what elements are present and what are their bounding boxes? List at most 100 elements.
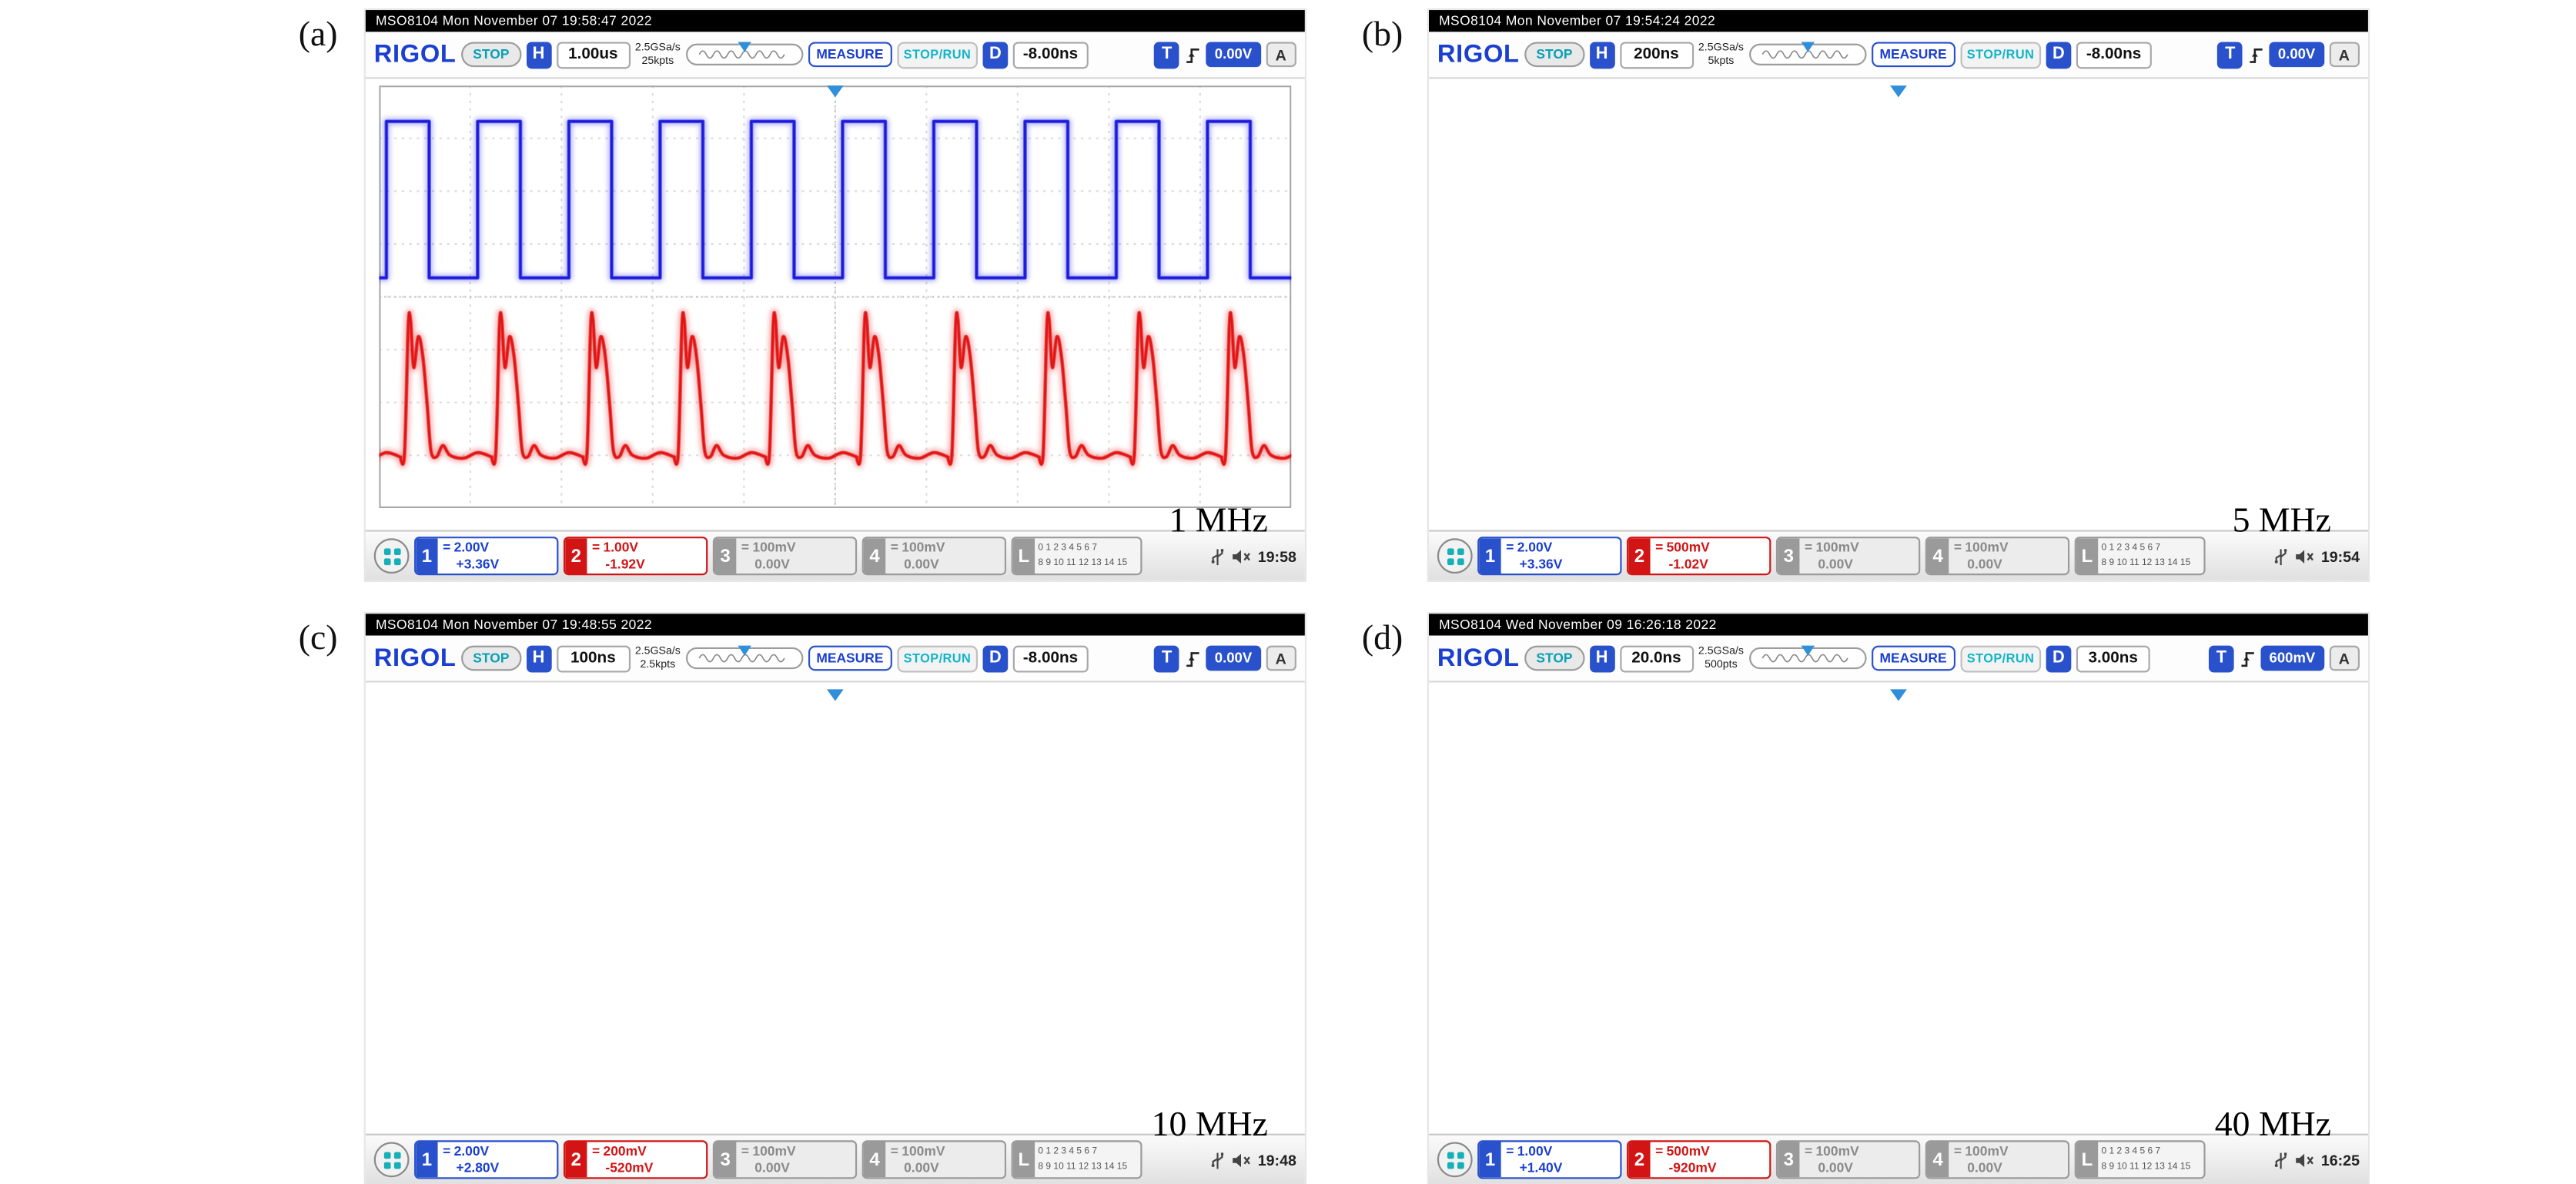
channel-3-box[interactable]: 3 = 100mV 0.00V — [712, 537, 858, 576]
acquisition-state-badge[interactable]: STOP — [461, 645, 521, 671]
stop-run-button[interactable]: STOP/RUN — [896, 41, 978, 69]
dc-coupling-icon: = — [443, 539, 451, 554]
horizontal-menu-key[interactable]: H — [526, 41, 551, 69]
delay-menu-key[interactable]: D — [982, 644, 1009, 672]
channel-1-box[interactable]: 1 = 1.00V +1.40V — [1477, 1140, 1622, 1179]
menu-button[interactable] — [1437, 1142, 1473, 1178]
timebase-value[interactable]: 200ns — [1619, 41, 1694, 69]
trigger-position-marker[interactable] — [826, 689, 844, 701]
dc-coupling-icon: = — [443, 1142, 451, 1159]
waveform-position-indicator[interactable] — [1748, 42, 1867, 65]
horizontal-menu-key[interactable]: H — [526, 644, 551, 672]
sample-rate-block: 2.5GSa/s 5kpts — [1698, 42, 1744, 68]
sample-rate-block: 2.5GSa/s 2.5kpts — [635, 645, 681, 671]
scope-panel-d: MSO8104 Wed November 09 16:26:18 2022 RI… — [1428, 614, 2368, 1184]
acquisition-state-badge[interactable]: STOP — [461, 42, 521, 68]
measure-button[interactable]: MEASURE — [808, 42, 892, 68]
channel-2-box[interactable]: 2 = 500mV -1.02V — [1627, 537, 1771, 576]
memory-waveform-icon — [1761, 654, 1848, 663]
delay-value[interactable]: -8.00ns — [1012, 644, 1089, 672]
menu-button[interactable] — [1437, 538, 1473, 574]
horizontal-menu-key[interactable]: H — [1589, 41, 1615, 69]
waveform-traces — [379, 85, 1292, 509]
channel-number: 3 — [714, 1142, 737, 1178]
frequency-annotation: 5 MHz — [2232, 500, 2331, 540]
clock: 16:25 — [2320, 1151, 2360, 1169]
measure-button[interactable]: MEASURE — [808, 645, 892, 671]
channel-2-box[interactable]: 2 = 1.00V -1.92V — [563, 537, 708, 576]
delay-menu-key[interactable]: D — [2046, 644, 2072, 672]
dc-coupling-icon: = — [1655, 539, 1664, 554]
timebase-value[interactable]: 100ns — [556, 644, 631, 672]
stop-run-button[interactable]: STOP/RUN — [896, 644, 978, 672]
logic-key: L — [2076, 538, 2099, 574]
measure-button[interactable]: MEASURE — [1871, 645, 1955, 671]
channel-4-box[interactable]: 4 = 100mV 0.00V — [861, 537, 1007, 576]
channel-3-box[interactable]: 3 = 100mV 0.00V — [1775, 537, 1921, 576]
channel-1-box[interactable]: 1 = 2.00V +3.36V — [1477, 537, 1622, 576]
trigger-position-marker[interactable] — [1890, 689, 1907, 701]
trigger-level-value[interactable]: 0.00V — [1206, 42, 1261, 68]
trigger-menu-key[interactable]: T — [1154, 644, 1180, 672]
waveform-position-indicator[interactable] — [685, 42, 803, 65]
measure-button[interactable]: MEASURE — [1871, 42, 1955, 68]
trigger-menu-key[interactable]: T — [2217, 41, 2243, 69]
channel-1-box[interactable]: 1 = 2.00V +2.80V — [414, 1140, 559, 1179]
trigger-cluster: T 0.00V A — [2217, 41, 2360, 69]
usb-icon — [1211, 546, 1224, 566]
channel-3-box[interactable]: 3 = 100mV 0.00V — [712, 1140, 858, 1179]
trigger-level-value[interactable]: 0.00V — [1206, 645, 1261, 671]
trigger-level-value[interactable]: 0.00V — [2269, 42, 2324, 68]
menu-button[interactable] — [373, 1142, 410, 1178]
clock: 19:58 — [1257, 547, 1296, 565]
channel-offset: 0.00V — [1818, 1159, 1853, 1175]
rigol-logo: RIGOL — [373, 644, 457, 673]
delay-menu-key[interactable]: D — [982, 41, 1009, 69]
channel-4-box[interactable]: 4 = 100mV 0.00V — [861, 1140, 1007, 1179]
delay-menu-key[interactable]: D — [2046, 41, 2072, 69]
dc-coupling-icon: = — [1804, 539, 1813, 554]
channel-1-box[interactable]: 1 = 2.00V +3.36V — [414, 537, 559, 576]
trigger-menu-key[interactable]: T — [1154, 41, 1180, 69]
stop-run-button[interactable]: STOP/RUN — [1960, 41, 2042, 69]
channel-scale: 500mV — [1666, 1142, 1710, 1159]
delay-value[interactable]: -8.00ns — [2076, 41, 2152, 69]
trigger-position-marker[interactable] — [1890, 85, 1907, 98]
channel-scale: 200mV — [603, 1142, 647, 1159]
memory-position-marker — [1801, 42, 1815, 52]
channel-3-box[interactable]: 3 = 100mV 0.00V — [1775, 1140, 1921, 1179]
speaker-muted-icon — [1231, 547, 1251, 564]
delay-value[interactable]: 3.00ns — [2076, 644, 2150, 672]
timebase-value[interactable]: 1.00us — [556, 41, 631, 69]
horizontal-menu-key[interactable]: H — [1589, 644, 1615, 672]
channel-4-box[interactable]: 4 = 100mV 0.00V — [1925, 1140, 2070, 1179]
channel-offset: 0.00V — [1967, 1159, 2002, 1175]
menu-button[interactable] — [373, 538, 410, 574]
memory-waveform-icon — [1761, 50, 1848, 59]
dc-coupling-icon: = — [1655, 1142, 1664, 1159]
usb-icon — [2274, 1149, 2287, 1169]
acquisition-state-badge[interactable]: STOP — [1524, 42, 1584, 68]
status-right-cluster: 19:48 — [1211, 1149, 1296, 1169]
waveform-position-indicator[interactable] — [685, 645, 803, 670]
trigger-menu-key[interactable]: T — [2209, 644, 2234, 672]
delay-value[interactable]: -8.00ns — [1012, 41, 1089, 69]
scope-titlebar: MSO8104 Mon November 07 19:58:47 2022 — [365, 10, 1305, 32]
channel-4-box[interactable]: 4 = 100mV 0.00V — [1925, 537, 2070, 576]
trigger-level-value[interactable]: 600mV — [2260, 645, 2324, 671]
channel-scale: 2.00V — [453, 539, 490, 554]
waveform-position-indicator[interactable] — [1748, 645, 1867, 670]
frequency-annotation: 40 MHz — [2214, 1103, 2331, 1144]
trigger-position-marker[interactable] — [826, 85, 844, 98]
channel-offset: 0.00V — [1967, 556, 2002, 571]
timebase-value[interactable]: 20.0ns — [1619, 644, 1694, 672]
channel-2-box[interactable]: 2 = 500mV -920mV — [1627, 1140, 1771, 1179]
channel-2-box[interactable]: 2 = 200mV -520mV — [563, 1140, 708, 1179]
acquisition-state-badge[interactable]: STOP — [1524, 645, 1584, 671]
grid-menu-icon — [383, 547, 400, 565]
stop-run-button[interactable]: STOP/RUN — [1960, 644, 2042, 672]
